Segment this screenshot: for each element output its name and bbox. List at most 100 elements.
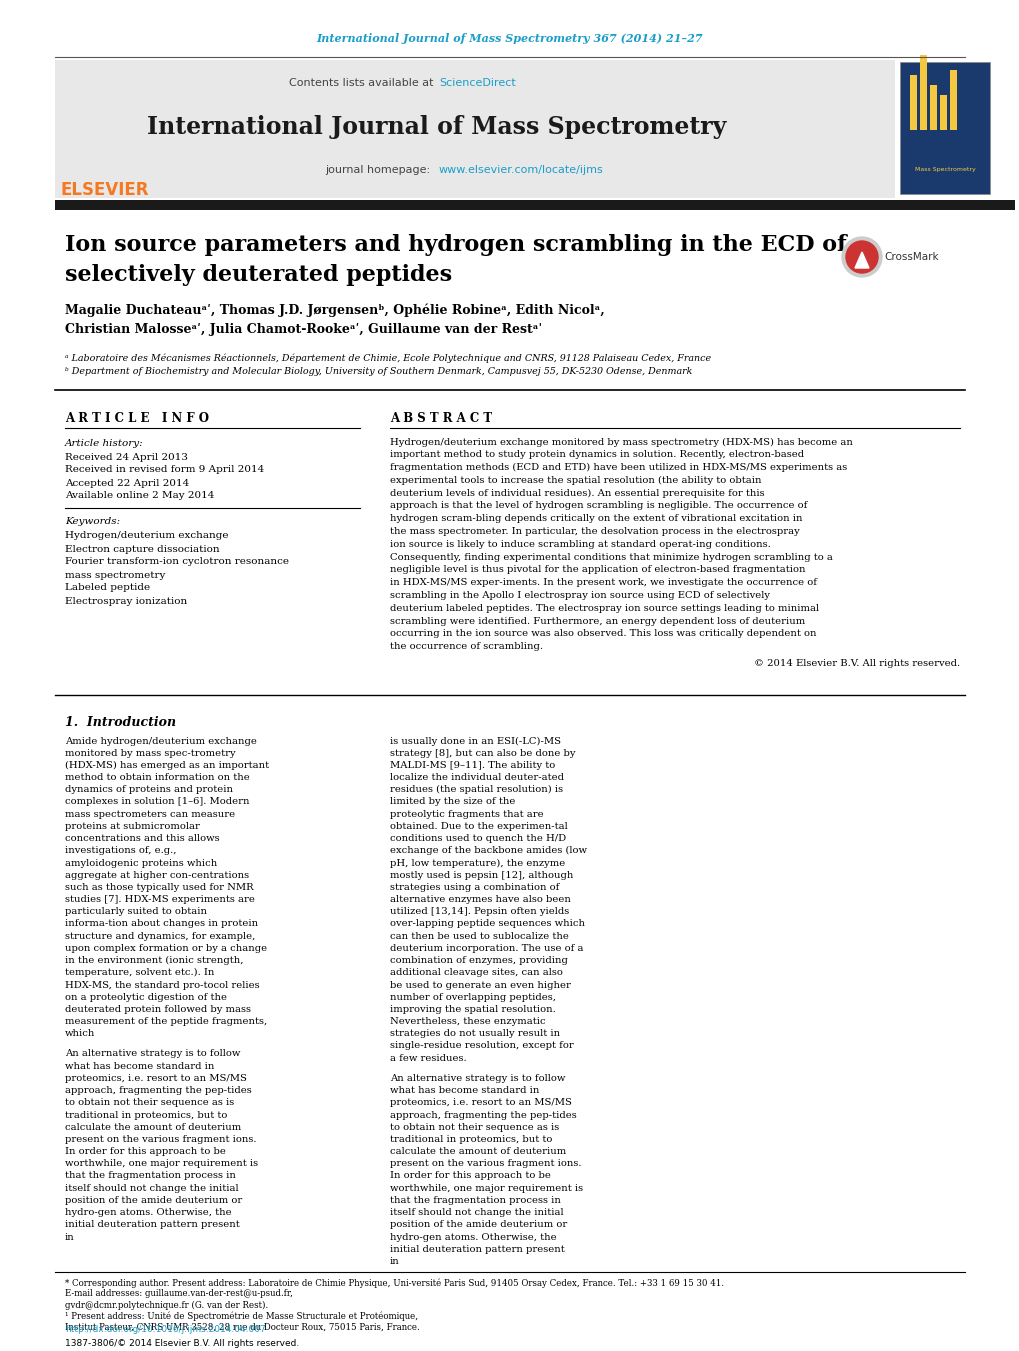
Text: limited by the size of the: limited by the size of the — [389, 797, 515, 807]
Text: residues (the spatial resolution) is: residues (the spatial resolution) is — [389, 785, 562, 794]
Text: ᵇ Department of Biochemistry and Molecular Biology, University of Southern Denma: ᵇ Department of Biochemistry and Molecul… — [65, 367, 692, 377]
Text: that the fragmentation process in: that the fragmentation process in — [389, 1196, 560, 1205]
Text: dynamics of proteins and protein: dynamics of proteins and protein — [65, 785, 232, 794]
Text: strategies do not usually result in: strategies do not usually result in — [389, 1029, 559, 1039]
Text: ᵃ Laboratoire des Mécanismes Réactionnels, Département de Chimie, Ecole Polytech: ᵃ Laboratoire des Mécanismes Réactionnel… — [65, 353, 710, 363]
Text: initial deuteration pattern present: initial deuteration pattern present — [65, 1220, 239, 1229]
Text: HDX-MS, the standard pro-tocol relies: HDX-MS, the standard pro-tocol relies — [65, 981, 260, 989]
Text: method to obtain information on the: method to obtain information on the — [65, 773, 250, 782]
Text: upon complex formation or by a change: upon complex formation or by a change — [65, 944, 267, 952]
Text: amyloidogenic proteins which: amyloidogenic proteins which — [65, 858, 217, 867]
Text: utilized [13,14]. Pepsin often yields: utilized [13,14]. Pepsin often yields — [389, 908, 569, 916]
Text: approach is that the level of hydrogen scrambling is negligible. The occurrence : approach is that the level of hydrogen s… — [389, 501, 807, 511]
Text: that the fragmentation process in: that the fragmentation process in — [65, 1171, 235, 1181]
Text: present on the various fragment ions.: present on the various fragment ions. — [65, 1135, 256, 1144]
Text: proteins at submicromolar: proteins at submicromolar — [65, 821, 200, 831]
Text: alternative enzymes have also been: alternative enzymes have also been — [389, 896, 571, 904]
Text: additional cleavage sites, can also: additional cleavage sites, can also — [389, 969, 562, 977]
Text: Nevertheless, these enzymatic: Nevertheless, these enzymatic — [389, 1017, 545, 1027]
Text: pH, low temperature), the enzyme: pH, low temperature), the enzyme — [389, 858, 565, 867]
Text: proteomics, i.e. resort to an MS/MS: proteomics, i.e. resort to an MS/MS — [65, 1074, 247, 1084]
Text: hydro-gen atoms. Otherwise, the: hydro-gen atoms. Otherwise, the — [65, 1208, 231, 1217]
Text: Accepted 22 April 2014: Accepted 22 April 2014 — [65, 478, 190, 488]
Text: CrossMark: CrossMark — [883, 253, 937, 262]
Text: mass spectrometry: mass spectrometry — [65, 570, 165, 580]
Text: In order for this approach to be: In order for this approach to be — [389, 1171, 550, 1181]
Text: Available online 2 May 2014: Available online 2 May 2014 — [65, 492, 214, 500]
Text: fragmentation methods (ECD and ETD) have been utilized in HDX-MS/MS experiments : fragmentation methods (ECD and ETD) have… — [389, 463, 847, 471]
Text: Contents lists available at: Contents lists available at — [288, 78, 436, 88]
Bar — [940, 95, 946, 130]
Text: localize the individual deuter-ated: localize the individual deuter-ated — [389, 773, 564, 782]
Text: deuterium levels of individual residues). An essential prerequisite for this: deuterium levels of individual residues)… — [389, 489, 764, 497]
Text: traditional in proteomics, but to: traditional in proteomics, but to — [65, 1111, 227, 1120]
Text: Institut Pasteur, CNRS UMR 3528, 28 rue du Docteur Roux, 75015 Paris, France.: Institut Pasteur, CNRS UMR 3528, 28 rue … — [65, 1323, 420, 1332]
Text: In order for this approach to be: In order for this approach to be — [65, 1147, 225, 1156]
Text: www.elsevier.com/locate/ijms: www.elsevier.com/locate/ijms — [438, 165, 603, 176]
Bar — [929, 85, 936, 130]
Text: deuterium incorporation. The use of a: deuterium incorporation. The use of a — [389, 944, 583, 952]
Text: selectively deuterated peptides: selectively deuterated peptides — [65, 263, 451, 286]
Text: temperature, solvent etc.). In: temperature, solvent etc.). In — [65, 969, 214, 977]
Text: itself should not change the initial: itself should not change the initial — [65, 1183, 238, 1193]
Text: conditions used to quench the H/D: conditions used to quench the H/D — [389, 834, 566, 843]
Text: Hydrogen/deuterium exchange: Hydrogen/deuterium exchange — [65, 531, 228, 540]
Text: particularly suited to obtain: particularly suited to obtain — [65, 908, 207, 916]
Text: position of the amide deuterium or: position of the amide deuterium or — [389, 1220, 567, 1229]
Text: worthwhile, one major requirement is: worthwhile, one major requirement is — [65, 1159, 258, 1169]
Text: to obtain not their sequence as is: to obtain not their sequence as is — [65, 1098, 234, 1108]
Text: hydrogen scram-bling depends critically on the extent of vibrational excitation : hydrogen scram-bling depends critically … — [389, 515, 802, 523]
Text: complexes in solution [1–6]. Modern: complexes in solution [1–6]. Modern — [65, 797, 250, 807]
Text: scrambling in the Apollo I electrospray ion source using ECD of selectively: scrambling in the Apollo I electrospray … — [389, 592, 769, 600]
Bar — [55, 59, 894, 199]
Text: ion source is likely to induce scrambling at standard operat-ing conditions.: ion source is likely to induce scramblin… — [389, 540, 770, 549]
Text: Ion source parameters and hydrogen scrambling in the ECD of: Ion source parameters and hydrogen scram… — [65, 234, 846, 255]
Bar — [919, 55, 926, 130]
Text: aggregate at higher con-centrations: aggregate at higher con-centrations — [65, 870, 249, 880]
Text: Christian Malosseᵃʹ, Julia Chamot-Rookeᵃʹ, Guillaume van der Restᵃˈ: Christian Malosseᵃʹ, Julia Chamot-Rookeᵃ… — [65, 323, 541, 336]
Text: occurring in the ion source was also observed. This loss was critically dependen: occurring in the ion source was also obs… — [389, 630, 815, 639]
Circle shape — [845, 240, 877, 273]
Text: 1.  Introduction: 1. Introduction — [65, 716, 176, 730]
Text: initial deuteration pattern present: initial deuteration pattern present — [389, 1244, 565, 1254]
Text: monitored by mass spec-trometry: monitored by mass spec-trometry — [65, 748, 235, 758]
Text: in HDX-MS/MS exper-iments. In the present work, we investigate the occurrence of: in HDX-MS/MS exper-iments. In the presen… — [389, 578, 816, 588]
Text: improving the spatial resolution.: improving the spatial resolution. — [389, 1005, 555, 1013]
Text: proteolytic fragments that are: proteolytic fragments that are — [389, 809, 543, 819]
Text: worthwhile, one major requirement is: worthwhile, one major requirement is — [389, 1183, 583, 1193]
Text: combination of enzymes, providing: combination of enzymes, providing — [389, 957, 568, 965]
Text: Article history:: Article history: — [65, 439, 144, 447]
Text: E-mail addresses: guillaume.van-der-rest@u-psud.fr,: E-mail addresses: guillaume.van-der-rest… — [65, 1289, 292, 1298]
Bar — [55, 200, 1014, 209]
Text: * Corresponding author. Present address: Laboratoire de Chimie Physique, Uni-ver: * Corresponding author. Present address:… — [65, 1278, 723, 1288]
Bar — [949, 70, 956, 130]
Text: A B S T R A C T: A B S T R A C T — [389, 412, 491, 424]
Text: single-residue resolution, except for: single-residue resolution, except for — [389, 1042, 574, 1051]
Text: Received 24 April 2013: Received 24 April 2013 — [65, 453, 187, 462]
Text: important method to study protein dynamics in solution. Recently, electron-based: important method to study protein dynami… — [389, 450, 803, 459]
Text: International Journal of Mass Spectrometry: International Journal of Mass Spectromet… — [147, 115, 726, 139]
Polygon shape — [854, 253, 868, 267]
Text: gvdr@dcmr.polytechnique.fr (G. van der Rest).: gvdr@dcmr.polytechnique.fr (G. van der R… — [65, 1301, 268, 1309]
Text: mostly used is pepsin [12], although: mostly used is pepsin [12], although — [389, 870, 573, 880]
Text: Magalie Duchateauᵃʹ, Thomas J.D. Jørgensenᵇ, Ophélie Robineᵃ, Edith Nicolᵃ,: Magalie Duchateauᵃʹ, Thomas J.D. Jørgens… — [65, 303, 604, 316]
Text: itself should not change the initial: itself should not change the initial — [389, 1208, 564, 1217]
Text: ScienceDirect: ScienceDirect — [438, 78, 516, 88]
Text: mass spectrometers can measure: mass spectrometers can measure — [65, 809, 235, 819]
Text: over-lapping peptide sequences which: over-lapping peptide sequences which — [389, 920, 585, 928]
Text: 1387-3806/© 2014 Elsevier B.V. All rights reserved.: 1387-3806/© 2014 Elsevier B.V. All right… — [65, 1339, 299, 1347]
Text: Received in revised form 9 April 2014: Received in revised form 9 April 2014 — [65, 466, 264, 474]
Text: ¹ Present address: Unité de Spectrométrie de Masse Structurale et Protéomique,: ¹ Present address: Unité de Spectrométri… — [65, 1312, 418, 1321]
Text: what has become standard in: what has become standard in — [65, 1062, 214, 1071]
Text: deuterium labeled peptides. The electrospray ion source settings leading to mini: deuterium labeled peptides. The electros… — [389, 604, 818, 613]
Text: studies [7]. HDX-MS experiments are: studies [7]. HDX-MS experiments are — [65, 896, 255, 904]
Text: A R T I C L E   I N F O: A R T I C L E I N F O — [65, 412, 209, 424]
Text: what has become standard in: what has become standard in — [389, 1086, 539, 1096]
Text: which: which — [65, 1029, 96, 1039]
Text: An alternative strategy is to follow: An alternative strategy is to follow — [389, 1074, 565, 1084]
Text: investigations of, e.g.,: investigations of, e.g., — [65, 846, 176, 855]
Text: Electrospray ionization: Electrospray ionization — [65, 597, 187, 605]
Text: http://dx.doi.org/10.1016/j.ijms.2014.04.007: http://dx.doi.org/10.1016/j.ijms.2014.04… — [65, 1325, 266, 1335]
Text: to obtain not their sequence as is: to obtain not their sequence as is — [389, 1123, 558, 1132]
Text: Hydrogen/deuterium exchange monitored by mass spectrometry (HDX-MS) has become a: Hydrogen/deuterium exchange monitored by… — [389, 438, 852, 447]
